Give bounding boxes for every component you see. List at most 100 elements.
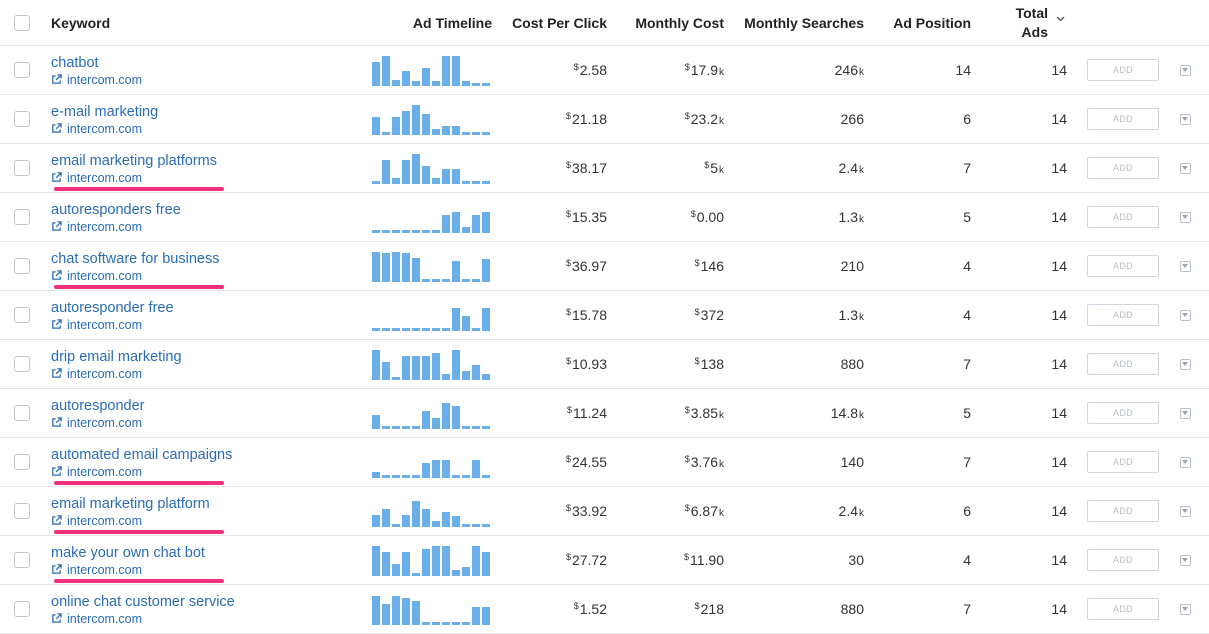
row-checkbox[interactable] (14, 356, 30, 372)
row-menu-dropdown-icon[interactable] (1179, 309, 1191, 321)
currency-symbol: $ (694, 356, 700, 366)
header-monthly-searches[interactable]: Monthly Searches (744, 14, 864, 31)
domain-link[interactable]: intercom.com (51, 73, 142, 87)
row-menu-dropdown-icon[interactable] (1179, 456, 1191, 468)
keyword-link[interactable]: online chat customer service (51, 593, 235, 610)
row-menu-dropdown-icon[interactable] (1179, 260, 1191, 272)
domain-text: intercom.com (67, 611, 143, 626)
keyword-link[interactable]: drip email marketing (51, 348, 182, 365)
domain-link[interactable]: intercom.com (51, 465, 142, 479)
domain-link[interactable]: intercom.com (51, 269, 142, 283)
header-ad-position[interactable]: Ad Position (893, 14, 971, 31)
domain-link[interactable]: intercom.com (51, 612, 142, 626)
domain-link[interactable]: intercom.com (51, 416, 142, 430)
total-ads: 14 (1051, 405, 1067, 421)
add-button[interactable]: ADD (1087, 500, 1159, 522)
header-keyword[interactable]: Keyword (51, 14, 111, 31)
add-button[interactable]: ADD (1087, 206, 1159, 228)
keyword-link[interactable]: make your own chat bot (51, 544, 205, 561)
highlight-underline (54, 579, 224, 583)
add-button[interactable]: ADD (1087, 402, 1159, 424)
row-menu-dropdown-icon[interactable] (1179, 211, 1191, 223)
monthly-searches: 266 (740, 95, 864, 143)
add-cell: ADD (1087, 242, 1159, 290)
row-menu-dropdown-icon[interactable] (1179, 162, 1191, 174)
add-cell: ADD (1087, 95, 1159, 143)
timeline-bar (472, 365, 480, 380)
row-select-cell (14, 242, 32, 290)
row-menu-dropdown-icon[interactable] (1179, 113, 1191, 125)
monthly-searches-value: 1.3 (838, 307, 858, 323)
keyword-link[interactable]: chat software for business (51, 250, 220, 267)
monthly-searches-value: 2.4 (838, 160, 858, 176)
keyword-link[interactable]: autoresponder (51, 397, 145, 414)
row-checkbox[interactable] (14, 258, 30, 274)
timeline-bar (402, 160, 410, 184)
row-checkbox[interactable] (14, 405, 30, 421)
add-button[interactable]: ADD (1087, 549, 1159, 571)
add-button[interactable]: ADD (1087, 108, 1159, 130)
timeline-bar (472, 546, 480, 576)
cost-per-click: $36.97 (500, 242, 607, 290)
domain-link[interactable]: intercom.com (51, 563, 142, 577)
add-button[interactable]: ADD (1087, 598, 1159, 620)
currency-symbol: $ (684, 62, 690, 72)
row-checkbox[interactable] (14, 601, 30, 617)
domain-link[interactable]: intercom.com (51, 122, 142, 136)
timeline-bar (372, 181, 380, 184)
keyword-link[interactable]: email marketing platform (51, 495, 210, 512)
header-ad-timeline[interactable]: Ad Timeline (412, 14, 492, 31)
keyword-link[interactable]: e-mail marketing (51, 103, 159, 120)
sort-chevron-down-icon[interactable] (1056, 16, 1065, 22)
row-checkbox[interactable] (14, 160, 30, 176)
total-ads: 14 (1051, 454, 1067, 470)
add-button[interactable]: ADD (1087, 255, 1159, 277)
timeline-bar (422, 509, 430, 527)
timeline-bar (412, 501, 420, 527)
cost-per-click: $15.35 (500, 193, 607, 241)
domain-link[interactable]: intercom.com (51, 367, 142, 381)
row-checkbox[interactable] (14, 454, 30, 470)
domain-link[interactable]: intercom.com (51, 514, 142, 528)
domain-link[interactable]: intercom.com (51, 220, 142, 234)
domain-link[interactable]: intercom.com (51, 318, 142, 332)
select-all-checkbox[interactable] (14, 14, 30, 31)
keyword-link[interactable]: automated email campaigns (51, 446, 233, 463)
row-menu-dropdown-icon[interactable] (1179, 407, 1191, 419)
header-cost-per-click[interactable]: Cost Per Click (512, 14, 607, 31)
row-checkbox[interactable] (14, 209, 30, 225)
row-menu-dropdown-icon[interactable] (1179, 603, 1191, 615)
timeline-bar (372, 62, 380, 86)
timeline-bar (432, 521, 440, 527)
row-menu-dropdown-icon[interactable] (1179, 505, 1191, 517)
row-menu-cell (1178, 340, 1192, 388)
row-checkbox[interactable] (14, 62, 30, 78)
row-checkbox[interactable] (14, 307, 30, 323)
domain-link[interactable]: intercom.com (51, 171, 142, 185)
keyword-link[interactable]: chatbot (51, 54, 99, 71)
row-checkbox[interactable] (14, 552, 30, 568)
timeline-bar (462, 227, 470, 233)
monthly-searches: 880 (740, 585, 864, 633)
keyword-link[interactable]: autoresponders free (51, 201, 181, 218)
ad-timeline-cell (372, 585, 492, 633)
row-menu-dropdown-icon[interactable] (1179, 64, 1191, 76)
keyword-link[interactable]: email marketing platforms (51, 152, 217, 169)
add-button[interactable]: ADD (1087, 353, 1159, 375)
timeline-bar (402, 111, 410, 135)
add-button[interactable]: ADD (1087, 59, 1159, 81)
add-button[interactable]: ADD (1087, 451, 1159, 473)
cost-per-click-value: 38.17 (571, 160, 607, 176)
add-button[interactable]: ADD (1087, 304, 1159, 326)
row-menu-dropdown-icon[interactable] (1179, 554, 1191, 566)
header-total-ads[interactable]: Total Ads (1000, 0, 1080, 45)
row-checkbox[interactable] (14, 503, 30, 519)
header-monthly-cost[interactable]: Monthly Cost (635, 14, 724, 31)
keyword-link[interactable]: autoresponder free (51, 299, 174, 316)
ad-position: 5 (963, 209, 971, 225)
add-button[interactable]: ADD (1087, 157, 1159, 179)
row-menu-dropdown-icon[interactable] (1179, 358, 1191, 370)
row-checkbox[interactable] (14, 111, 30, 127)
timeline-bar (382, 56, 390, 86)
domain-text: intercom.com (67, 562, 143, 577)
